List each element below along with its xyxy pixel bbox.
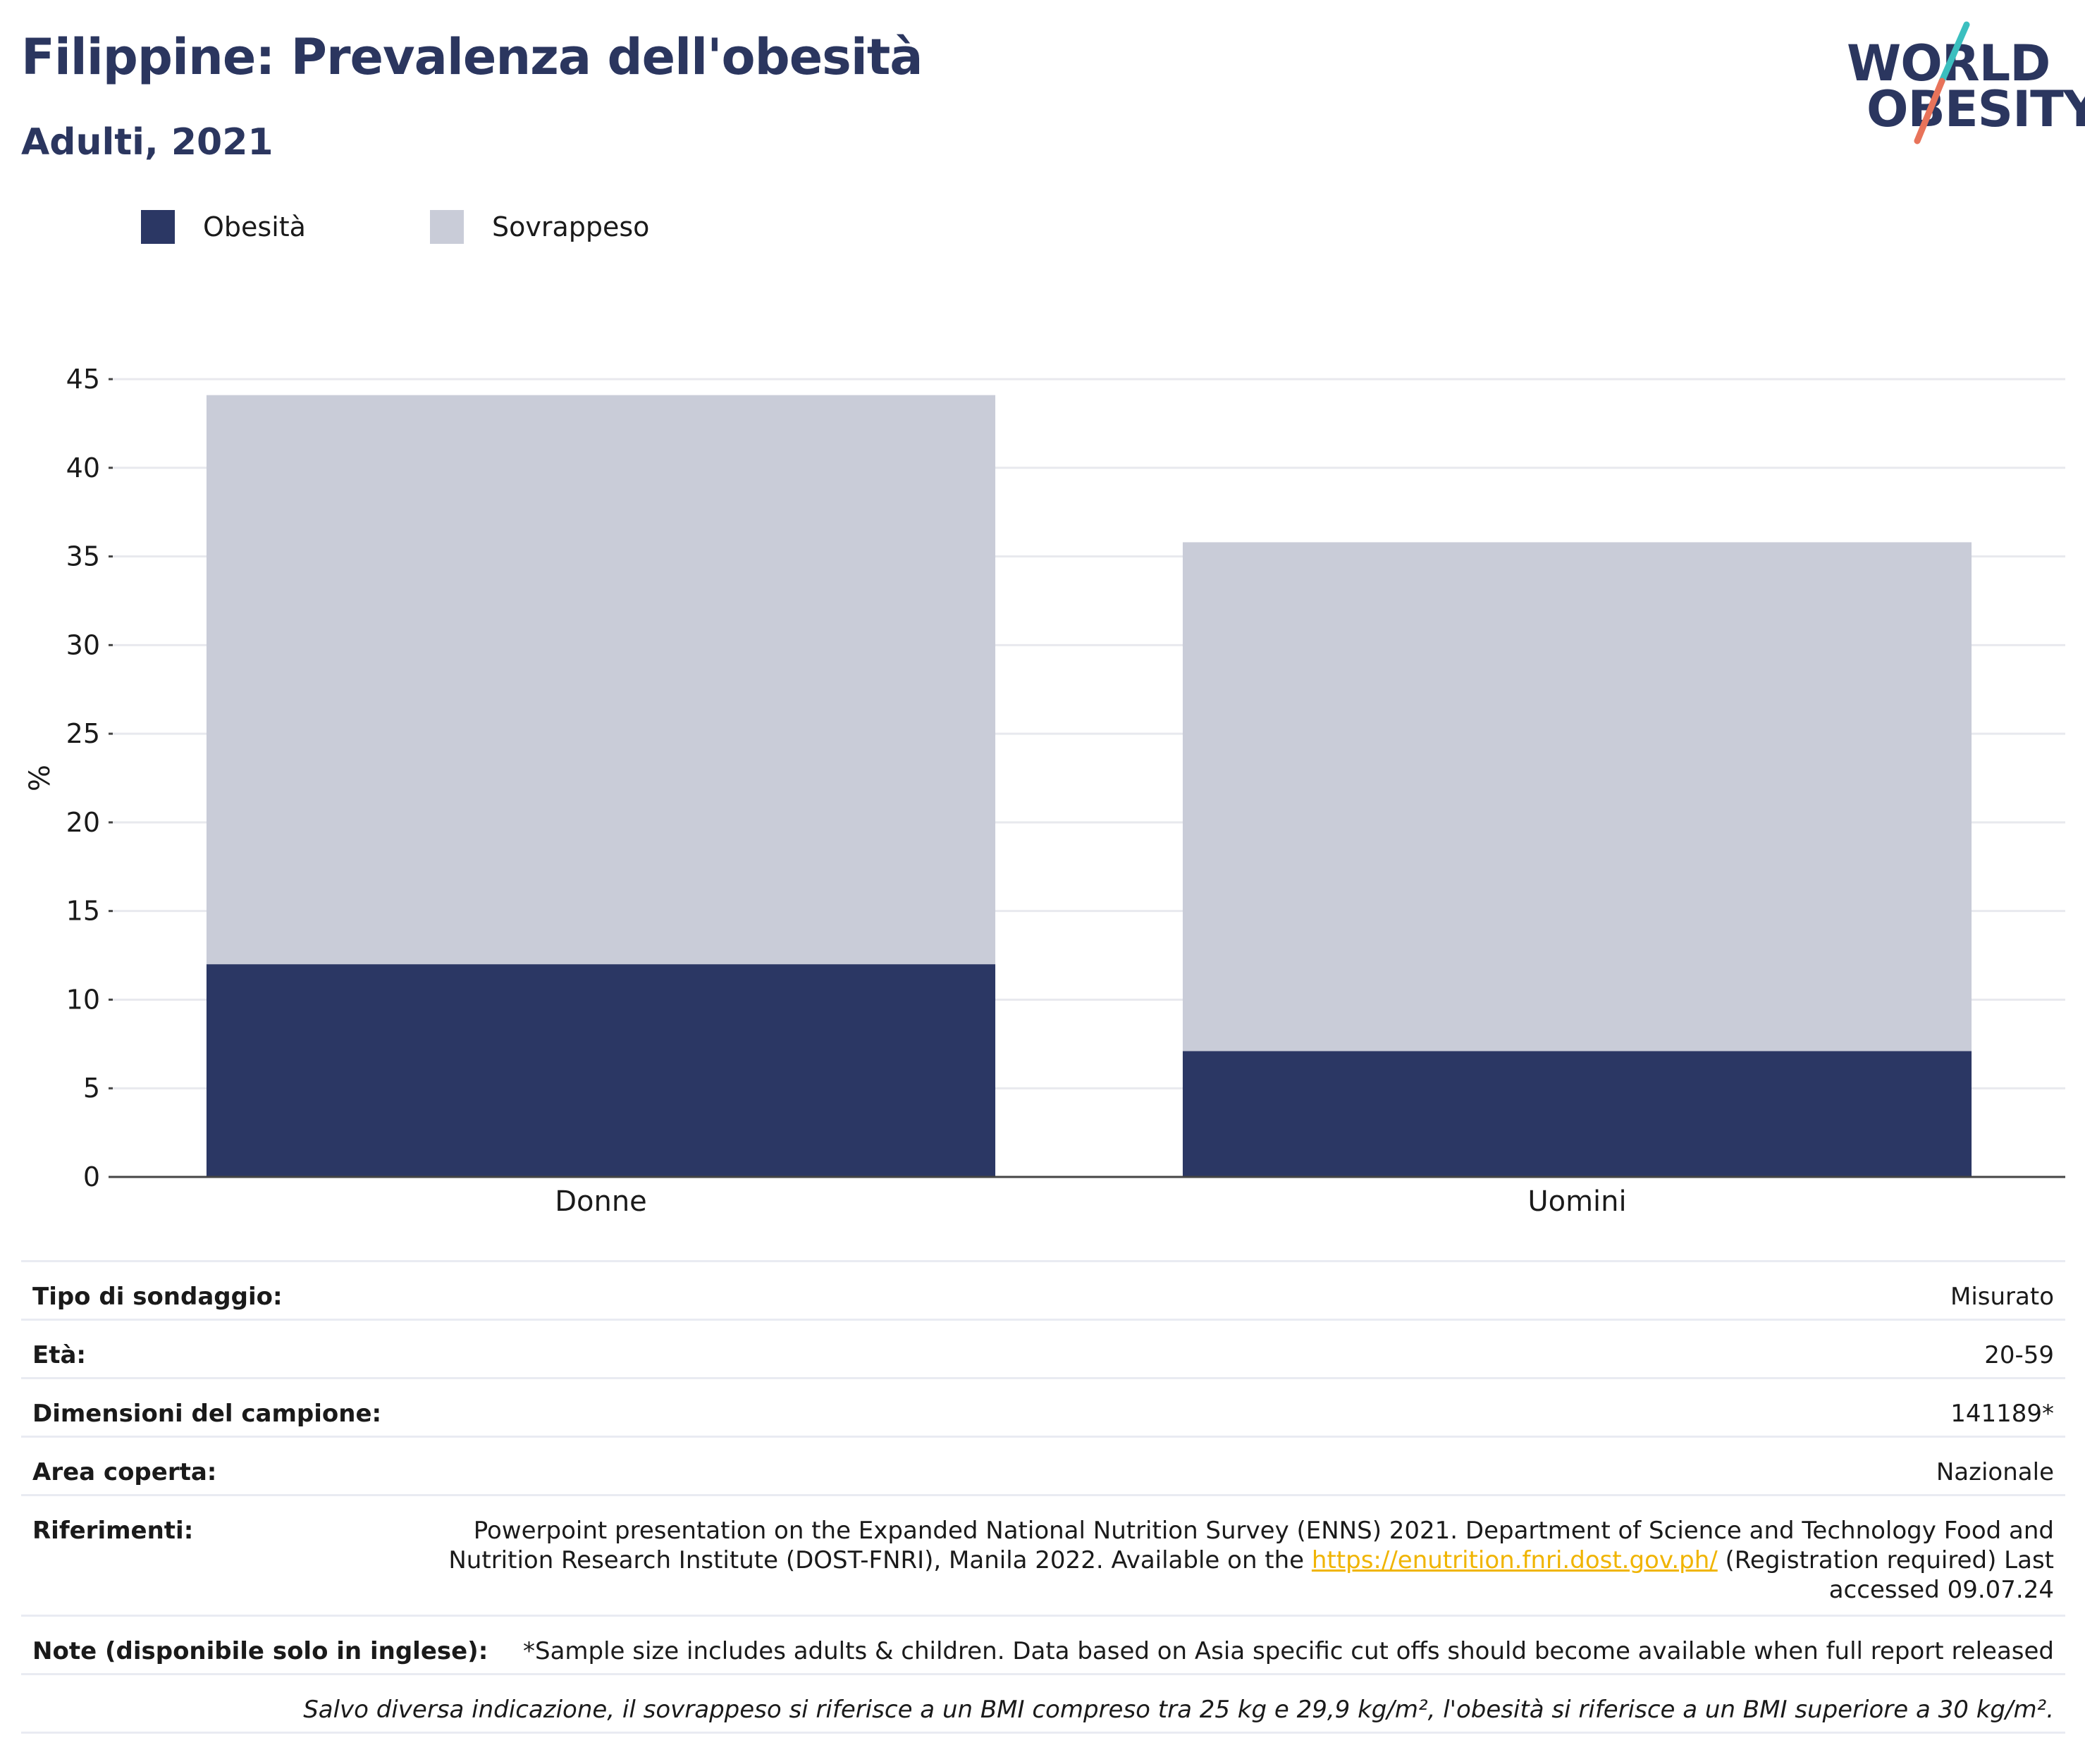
page-subtitle: Adulti, 2021 — [21, 121, 273, 164]
info-row-eta: Età: 20-59 — [21, 1319, 2065, 1377]
legend-label: Sovrappeso — [492, 211, 650, 242]
y-tick-label: 40 — [66, 452, 100, 483]
y-tick-label: 5 — [83, 1073, 100, 1104]
y-tick-label: 10 — [66, 984, 100, 1015]
bar-sovrappeso-uomini — [1182, 542, 1972, 1051]
info-value: Nazionale — [1936, 1458, 2054, 1486]
bar-chart: 0 5 10 15 20 25 30 35 40 45% Donne Uomini — [24, 364, 2065, 1218]
info-row-tipo: Tipo di sondaggio: Misurato — [21, 1260, 2065, 1319]
y-tick-label: 35 — [66, 541, 100, 572]
info-row-note: Note (disponibile solo in inglese): *Sam… — [21, 1615, 2065, 1673]
legend-swatch — [430, 210, 464, 244]
logo-slash-icon — [1914, 21, 1970, 144]
references-link[interactable]: https://enutrition.fnri.dost.gov.ph/ — [1311, 1546, 1718, 1574]
page-title: Filippine: Prevalenza dell'obesità — [21, 28, 923, 86]
references-line-1: Powerpoint presentation on the Expanded … — [473, 1517, 2054, 1545]
references-line-2: Nutrition Research Institute (DOST-FNRI)… — [21, 1546, 2054, 1575]
y-tick-label: 30 — [66, 629, 100, 660]
info-row-campione: Dimensioni del campione: 141189* — [21, 1377, 2065, 1436]
info-row-riferimenti: Riferimenti: Powerpoint presentation on … — [21, 1494, 2065, 1615]
bar-obesità-uomini — [1182, 1051, 1972, 1177]
info-value: Misurato — [1950, 1283, 2054, 1311]
y-tick-label: 45 — [66, 364, 100, 395]
info-value: 20-59 — [1984, 1341, 2054, 1369]
info-value: *Sample size includes adults & children.… — [522, 1637, 2054, 1665]
x-tick-label: Donne — [555, 1185, 647, 1218]
bar-sovrappeso-donne — [206, 395, 996, 965]
info-row-area: Area coperta: Nazionale — [21, 1436, 2065, 1494]
references-line-2-pre: Nutrition Research Institute (DOST-FNRI)… — [448, 1546, 1312, 1574]
bmi-footnote: Salvo diversa indicazione, il sovrappeso… — [303, 1696, 2054, 1724]
logo-line-2: OBESITY — [1866, 80, 2085, 138]
legend-label: Obesità — [203, 211, 306, 242]
legend-item-sovrappeso[interactable]: Sovrappeso — [430, 210, 649, 244]
references-text: Powerpoint presentation on the Expanded … — [21, 1496, 2065, 1605]
info-key: Note (disponibile solo in inglese): — [32, 1637, 488, 1665]
info-row-footnote: Salvo diversa indicazione, il sovrappeso… — [21, 1673, 2065, 1734]
world-obesity-logo: WORLD OBESITY — [1833, 14, 2085, 155]
legend-swatch — [141, 210, 175, 244]
references-line-2-post: (Registration required) Last — [1717, 1546, 2054, 1574]
y-tick-label: 25 — [66, 718, 100, 749]
references-line-3: accessed 09.07.24 — [1828, 1576, 2054, 1604]
info-key: Area coperta: — [32, 1458, 217, 1486]
legend-item-obesita[interactable]: Obesità — [141, 210, 306, 244]
bar-obesità-donne — [206, 964, 996, 1177]
y-tick-label: 0 — [83, 1161, 100, 1192]
x-tick-label: Uomini — [1527, 1185, 1626, 1218]
info-key: Riferimenti: — [32, 1517, 194, 1545]
info-key: Tipo di sondaggio: — [32, 1283, 283, 1311]
y-tick-label: 15 — [66, 896, 100, 927]
info-key: Età: — [32, 1341, 87, 1369]
survey-info-table: Tipo di sondaggio: Misurato Età: 20-59 D… — [21, 1260, 2065, 1734]
y-axis-label: % — [24, 765, 56, 791]
info-key: Dimensioni del campione: — [32, 1400, 382, 1428]
y-tick-label: 20 — [66, 807, 100, 838]
info-value: 141189* — [1950, 1400, 2054, 1428]
